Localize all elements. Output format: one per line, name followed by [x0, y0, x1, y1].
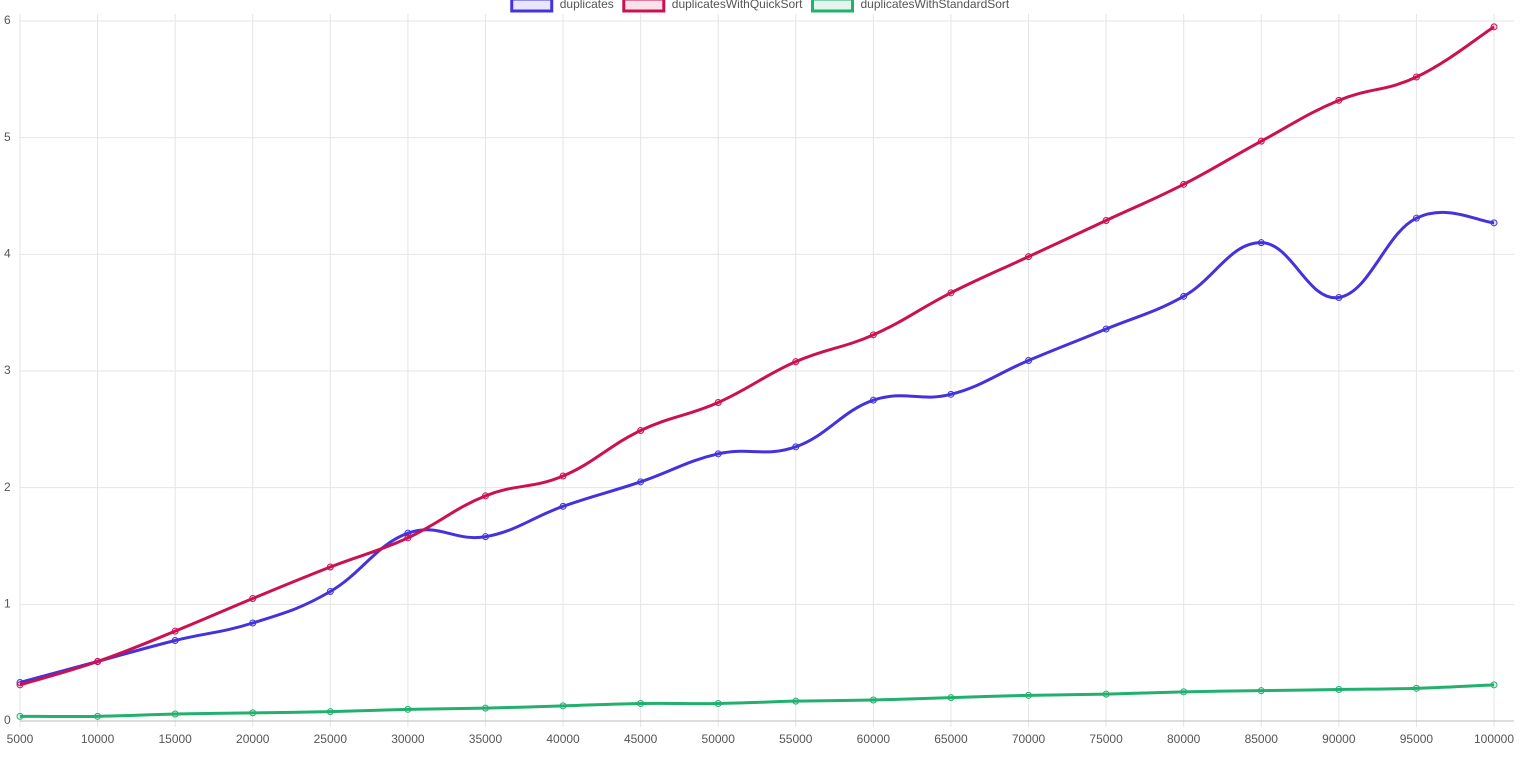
series-line [19, 25, 1495, 687]
data-point [714, 450, 722, 458]
data-point [1180, 180, 1188, 188]
data-point [637, 478, 645, 486]
data-point [714, 700, 722, 707]
data-point [481, 704, 489, 712]
data-point [404, 529, 412, 537]
data-point [1412, 73, 1420, 81]
x-tick-label: 55000 [779, 732, 813, 746]
x-tick-label: 85000 [1245, 732, 1279, 746]
data-point [326, 588, 334, 595]
legend-swatch [622, 0, 666, 13]
legend-label: duplicatesWithQuickSort [672, 0, 803, 11]
data-point [1335, 686, 1343, 693]
data-point [637, 427, 645, 434]
data-point [249, 619, 257, 627]
x-tick-label: 100000 [1474, 732, 1514, 746]
data-point [171, 710, 179, 718]
legend-label: duplicates [560, 0, 614, 11]
x-tick-label: 45000 [624, 732, 658, 746]
data-point [1490, 23, 1498, 31]
data-point [1335, 294, 1343, 301]
data-point [869, 331, 877, 339]
x-tick-label: 75000 [1089, 732, 1123, 746]
y-tick-label: 0 [4, 713, 11, 727]
x-tick-label: 40000 [546, 732, 580, 746]
y-tick-label: 4 [4, 247, 11, 261]
data-point [404, 534, 412, 542]
data-point [404, 705, 412, 713]
x-tick-label: 35000 [469, 732, 503, 746]
data-point [869, 396, 877, 404]
data-point [1102, 325, 1110, 333]
data-point [326, 563, 334, 571]
data-point [947, 390, 955, 398]
data-point [1257, 687, 1265, 695]
x-tick-label: 10000 [81, 732, 115, 746]
data-point [1412, 684, 1420, 692]
data-point [1025, 253, 1033, 261]
x-tick-label: 5000 [7, 732, 34, 746]
data-point [481, 533, 489, 541]
y-tick-label: 3 [4, 363, 11, 377]
data-point [1180, 292, 1188, 300]
data-point [637, 700, 645, 707]
legend-label: duplicatesWithStandardSort [861, 0, 1010, 11]
x-tick-label: 65000 [934, 732, 968, 746]
data-point [792, 697, 800, 705]
y-tick-label: 5 [4, 130, 11, 144]
data-point [326, 708, 334, 716]
data-point [1490, 681, 1498, 689]
data-point [559, 702, 567, 710]
data-point [16, 681, 24, 689]
data-point [1257, 137, 1265, 145]
data-point [947, 694, 955, 702]
data-point [869, 696, 877, 704]
data-point [792, 443, 800, 451]
data-point [714, 399, 722, 406]
data-point [1025, 691, 1033, 699]
data-point [792, 358, 800, 366]
legend-swatch [510, 0, 554, 13]
data-point [94, 658, 102, 665]
data-point [249, 595, 257, 602]
x-tick-label: 50000 [702, 732, 736, 746]
data-point [249, 709, 257, 717]
y-tick-label: 6 [4, 13, 11, 27]
data-point [1490, 219, 1498, 227]
x-tick-label: 80000 [1167, 732, 1201, 746]
data-point [1102, 690, 1110, 698]
data-point [1335, 96, 1343, 104]
data-point [1412, 214, 1420, 222]
legend-swatch [811, 0, 855, 13]
data-point [171, 637, 179, 644]
x-tick-label: 70000 [1012, 732, 1046, 746]
x-tick-label: 20000 [236, 732, 270, 746]
x-tick-label: 95000 [1400, 732, 1434, 746]
y-tick-label: 2 [4, 480, 11, 494]
data-point [559, 472, 567, 480]
series-line [19, 210, 1495, 684]
data-point [171, 627, 179, 635]
data-point [559, 502, 567, 510]
y-tick-label: 1 [4, 597, 11, 611]
data-point [1025, 357, 1033, 364]
data-point [1180, 688, 1188, 696]
data-point [1102, 217, 1110, 224]
x-tick-label: 90000 [1322, 732, 1356, 746]
x-tick-label: 15000 [158, 732, 192, 746]
data-point [1257, 239, 1265, 247]
data-point [94, 712, 102, 720]
series-line [19, 683, 1495, 719]
legend: duplicates duplicatesWithQuickSort duplica… [510, 0, 1010, 13]
x-tick-label: 60000 [857, 732, 891, 746]
x-tick-label: 25000 [314, 732, 348, 746]
x-tick-label: 30000 [391, 732, 425, 746]
data-point [16, 712, 24, 720]
data-point [947, 289, 955, 297]
data-point [481, 492, 489, 500]
